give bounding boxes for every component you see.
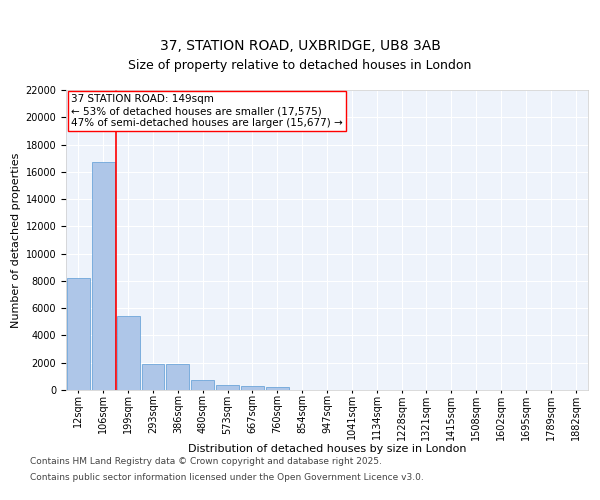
Text: Contains public sector information licensed under the Open Government Licence v3: Contains public sector information licen… [30, 472, 424, 482]
Bar [92, 162, 115, 390]
Text: 37 STATION ROAD: 149sqm
← 53% of detached houses are smaller (17,575)
47% of sem: 37 STATION ROAD: 149sqm ← 53% of detache… [71, 94, 343, 128]
Bar [142, 364, 164, 390]
Text: Size of property relative to detached houses in London: Size of property relative to detached ho… [128, 60, 472, 72]
Bar [67, 278, 90, 390]
Bar [241, 386, 264, 390]
Bar [166, 364, 189, 390]
Bar [117, 316, 140, 390]
Y-axis label: Number of detached properties: Number of detached properties [11, 152, 21, 328]
X-axis label: Distribution of detached houses by size in London: Distribution of detached houses by size … [188, 444, 466, 454]
Bar [191, 380, 214, 390]
Text: 37, STATION ROAD, UXBRIDGE, UB8 3AB: 37, STATION ROAD, UXBRIDGE, UB8 3AB [160, 38, 440, 52]
Text: Contains HM Land Registry data © Crown copyright and database right 2025.: Contains HM Land Registry data © Crown c… [30, 458, 382, 466]
Bar [266, 388, 289, 390]
Bar [216, 385, 239, 390]
